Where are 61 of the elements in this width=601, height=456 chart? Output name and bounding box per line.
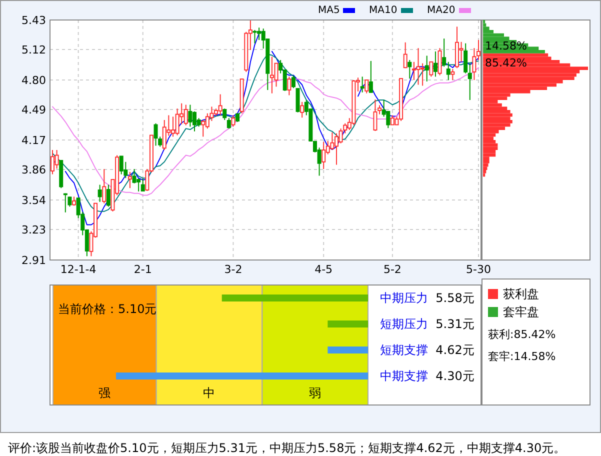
bar [483, 116, 510, 120]
legend-label: 获利盘 [503, 287, 539, 301]
legend-label: 套牢盘 [503, 305, 539, 319]
candlestick [424, 55, 429, 82]
bar [483, 150, 496, 154]
y-tick-label: 4.17 [22, 134, 46, 147]
bar [483, 106, 508, 110]
bar [483, 170, 486, 174]
x-tick-label: 3-2 [224, 263, 242, 276]
bar [483, 163, 488, 167]
candlestick [378, 104, 382, 115]
candlestick [472, 48, 476, 80]
y-tick-label: 5.43 [22, 14, 46, 27]
bar [483, 66, 588, 70]
y-tick-label: 短期压力 5.31元 [380, 317, 474, 332]
y-tick-label: 中期压力 5.58元 [380, 291, 474, 306]
y-tick-label: 4.80 [22, 74, 46, 87]
annotation: 85.42% [485, 56, 527, 70]
annotation: 当前价格：5.10元 [58, 302, 157, 316]
y-tick-label: 3.54 [22, 194, 46, 207]
bar [483, 110, 510, 114]
bar [483, 50, 545, 54]
y-tick-label: 3.23 [22, 223, 46, 236]
bar [483, 113, 512, 117]
text: 获利:85.42% [488, 328, 556, 341]
candlestick [360, 76, 364, 93]
bar [483, 146, 498, 150]
bar [483, 53, 548, 57]
text: 套牢:14.58% [488, 350, 556, 363]
bar [483, 73, 576, 77]
x-tick-label: 5-30 [466, 263, 491, 276]
bar [483, 76, 574, 80]
bar [483, 136, 494, 140]
bar [483, 140, 496, 144]
text: 评价:该股当前收盘价5.10元，短期压力5.31元，中期压力5.58元；短期支撑4.62元，中期支撑4.30元。 [8, 441, 566, 455]
legend-label: MA5 [318, 5, 340, 16]
x-tick-label: 2-1 [134, 263, 152, 276]
annotation: 14.58% [485, 39, 527, 52]
x-tick-label: 5-2 [383, 263, 402, 276]
y-tick-label: 4.49 [22, 103, 46, 116]
legend-label: MA20 [427, 5, 456, 16]
y-tick-label: 中期支撑 4.30元 [380, 369, 474, 384]
bar [483, 120, 512, 124]
x-tick-label: 12-1-4 [60, 263, 96, 276]
legend-label: MA10 [369, 5, 398, 16]
candlestick [416, 48, 420, 86]
band-label: 中 [203, 386, 216, 400]
candlestick [468, 62, 472, 100]
y-tick-label: 2.91 [22, 254, 46, 267]
bar [483, 160, 490, 164]
bar [483, 123, 510, 127]
y-tick-label: 短期支撑 4.62元 [380, 343, 474, 358]
y-tick-label: 5.12 [22, 43, 46, 56]
band-label: 强 [98, 386, 111, 400]
candlestick [322, 141, 326, 170]
x-tick-label: 4-5 [314, 263, 333, 276]
y-tick-label: 3.86 [22, 163, 46, 176]
bar [483, 26, 490, 30]
band-label: 弱 [309, 386, 322, 400]
bar [483, 166, 488, 170]
bar [483, 96, 508, 100]
